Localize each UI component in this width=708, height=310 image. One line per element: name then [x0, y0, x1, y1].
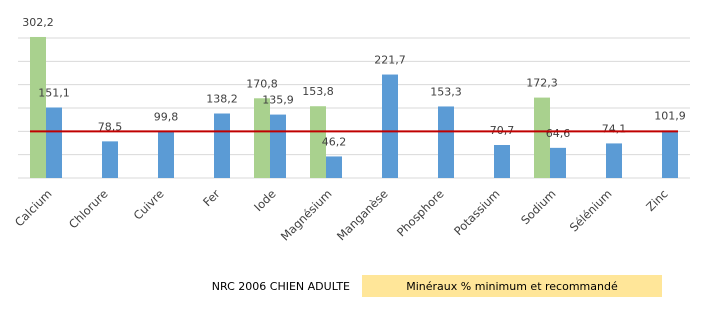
bar [30, 36, 46, 179]
x-tick-label: Manganèse [334, 187, 391, 244]
bar [310, 106, 326, 178]
value-label: 99,8 [154, 110, 179, 123]
value-label: 172,3 [526, 77, 558, 90]
value-label: 153,3 [430, 85, 462, 98]
bar [534, 97, 550, 178]
value-label: 221,7 [374, 54, 406, 67]
x-tick-label: Chlorure [66, 187, 111, 232]
bar [270, 114, 286, 178]
x-tick-label: Magnésium [278, 187, 335, 244]
bar [214, 113, 230, 178]
caption-box [362, 275, 662, 297]
x-tick-label: Potassium [451, 187, 502, 238]
x-tick-label: Zinc [643, 187, 670, 214]
value-label: 138,2 [206, 93, 238, 106]
bar [158, 131, 174, 178]
x-tick-label: Sélénium [567, 187, 615, 235]
value-label: 135,9 [262, 94, 294, 107]
value-label: 151,1 [38, 86, 70, 99]
bar [102, 141, 118, 178]
x-tick-label: Cuivre [131, 187, 167, 223]
bar [382, 74, 398, 178]
footer-caption: Minéraux % minimum et recommandé [406, 280, 618, 293]
value-label: 64,6 [546, 127, 571, 140]
value-label: 46,2 [322, 135, 347, 148]
bar [326, 156, 342, 178]
bar [494, 145, 510, 178]
value-label: 101,9 [654, 109, 686, 122]
bar [606, 143, 622, 178]
x-tick-label: Phosphore [394, 187, 447, 240]
bar [254, 98, 270, 178]
bar [550, 147, 566, 178]
value-label: 78,5 [98, 120, 123, 133]
footer-source: NRC 2006 CHIEN ADULTE [212, 280, 350, 293]
x-tick-label: Calcium [12, 187, 55, 230]
bar [438, 106, 454, 178]
value-label: 74,1 [602, 122, 627, 135]
x-tick-label: Fer [200, 187, 223, 210]
value-label: 302,2 [22, 16, 54, 29]
bar [662, 130, 678, 178]
value-label: 170,8 [246, 77, 278, 90]
value-label: 153,8 [302, 85, 334, 98]
bar [46, 107, 62, 178]
x-tick-label: Iode [251, 187, 278, 214]
x-tick-label: Sodium [518, 187, 559, 228]
